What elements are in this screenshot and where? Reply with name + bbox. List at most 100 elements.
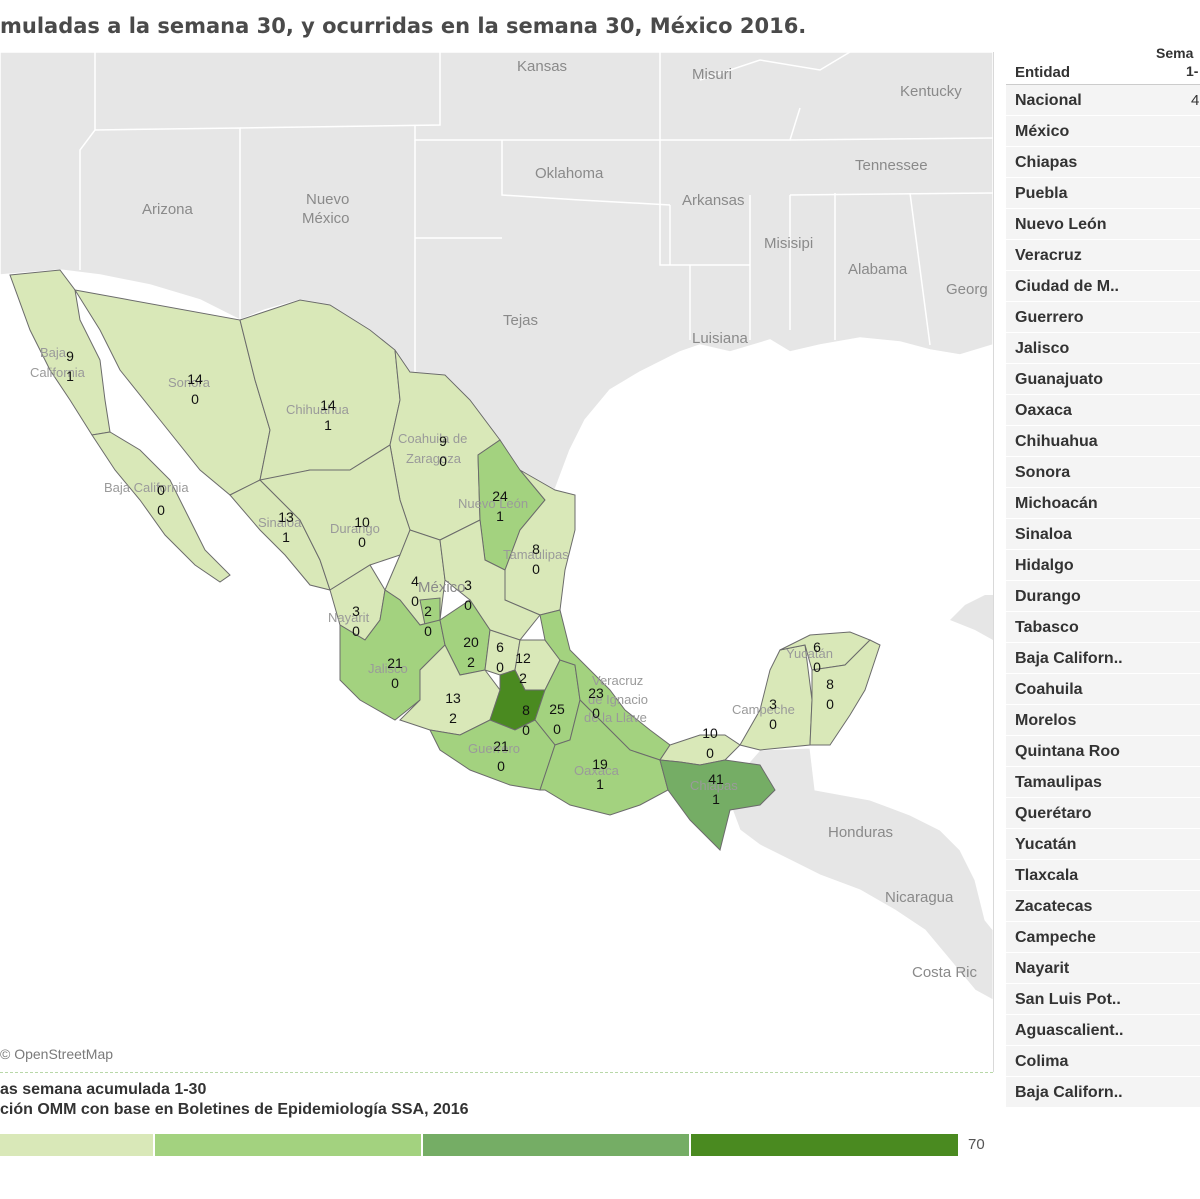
map-svg[interactable]: México Honduras Nicaragua Costa Ric Kans… [0,52,993,1072]
table-body: Nacional 4 México Chiapas Puebla Nuevo León Ve… [1006,85,1200,1108]
label-mexico: México [418,579,466,596]
choropleth-map[interactable]: México Honduras Nicaragua Costa Ric Kans… [0,52,993,1072]
row-entity-name: Baja Californ.. [1015,1084,1123,1101]
table-row[interactable]: Nayarit [1006,953,1200,984]
legend-source: ción OMM con base en Boletines de Epidem… [0,1101,469,1118]
label-veracruz-1: Veracruz [592,673,643,688]
table-row[interactable]: Sonora [1006,457,1200,488]
label-campeche: Campeche [732,702,795,717]
table-row[interactable]: Tamaulipas [1006,767,1200,798]
label-veracruz-2: de Ignacio [588,692,648,707]
table-row[interactable]: Coahuila [1006,674,1200,705]
value-veracruz-week: 0 [592,705,600,721]
table-row[interactable]: Veracruz [1006,240,1200,271]
table-row[interactable]: Hidalgo [1006,550,1200,581]
table-row[interactable]: San Luis Pot.. [1006,984,1200,1015]
table-row[interactable]: Colima [1006,1046,1200,1077]
header-week-line1: Sema [1156,45,1194,61]
legend-color-bar[interactable] [0,1134,960,1156]
table-row[interactable]: Tlaxcala [1006,860,1200,891]
row-entity-name: Zacatecas [1015,898,1093,915]
table-row[interactable]: Michoacán [1006,488,1200,519]
value-yucatan-acc: 6 [813,639,821,655]
value-guanajuato-acc: 20 [463,634,479,650]
value-zacatecas-acc: 4 [411,573,419,589]
table-row[interactable]: México [1006,116,1200,147]
table-row[interactable]: Jalisco [1006,333,1200,364]
table-row[interactable]: Oaxaca [1006,395,1200,426]
value-chihuahua-week: 1 [324,417,332,433]
table-row[interactable]: Sinaloa [1006,519,1200,550]
table-row[interactable]: Zacatecas [1006,891,1200,922]
label-oaxaca: Oaxaca [574,763,620,778]
value-zacatecas-week: 0 [411,593,419,609]
central-america-land [724,595,993,1001]
value-nuevo-leon-week: 1 [496,508,504,524]
value-guerrero-week: 0 [497,758,505,774]
value-durango-acc: 10 [354,514,370,530]
table-row[interactable]: Aguascalient.. [1006,1015,1200,1046]
table-row[interactable]: Guerrero [1006,302,1200,333]
row-entity-name: Guanajuato [1015,371,1104,388]
row-entity-name: Coahuila [1015,681,1083,698]
caribbean-island [950,595,993,640]
label-nuevo-mexico-1: Nuevo [306,191,349,208]
table-row[interactable]: Querétaro [1006,798,1200,829]
label-durango: Durango [330,521,380,536]
table-row[interactable]: Durango [1006,581,1200,612]
header-week[interactable]: Sema 1- [1156,44,1198,80]
value-nuevo-leon-acc: 24 [492,488,508,504]
value-puebla-week: 0 [553,721,561,737]
label-coahuila-1: Coahuila de [398,431,467,446]
value-oaxaca-acc: 19 [592,756,608,772]
table-row[interactable]: Baja Californ.. [1006,1077,1200,1108]
table-row[interactable]: Chiapas [1006,147,1200,178]
row-entity-name: Chihuahua [1015,433,1098,450]
label-nayarit: Nayarit [328,610,370,625]
label-guerrero: Guerrero [468,741,520,756]
table-row[interactable]: Ciudad de M.. [1006,271,1200,302]
value-hidalgo-week: 2 [519,670,527,686]
table-row[interactable]: Guanajuato [1006,364,1200,395]
table-row[interactable]: Morelos [1006,705,1200,736]
table-row[interactable]: Nuevo León [1006,209,1200,240]
value-quintana-roo-week: 0 [826,696,834,712]
table-row[interactable]: Quintana Roo [1006,736,1200,767]
legend-segment-1 [0,1134,155,1156]
label-arkansas: Arkansas [682,192,745,209]
mexico-states[interactable] [9,269,881,851]
row-entity-name: Veracruz [1015,247,1082,264]
entity-table[interactable]: Entidad Sema 1- Nacional 4 México Chiapas Pu… [1006,40,1200,1108]
legend-max-label: 70 [968,1136,985,1153]
value-baja-california-acc: 9 [66,348,74,364]
row-entity-name: Nuevo León [1015,216,1107,233]
map-attribution[interactable]: © OpenStreetMap [0,1046,114,1062]
value-sonora-week: 0 [191,391,199,407]
table-row[interactable]: Yucatán [1006,829,1200,860]
page-title: muladas a la semana 30, y ocurridas en l… [0,14,807,38]
table-row[interactable]: Tabasco [1006,612,1200,643]
value-quintana-roo-acc: 8 [826,676,834,692]
header-entity[interactable]: Entidad [1015,64,1070,81]
legend-header: as semana acumulada 1-30 ción OMM con ba… [0,1080,469,1120]
row-entity-name: Yucatán [1015,836,1077,853]
legend-segment-3 [423,1134,691,1156]
value-queretaro-week: 0 [496,659,504,675]
table-row[interactable]: Baja Californ.. [1006,643,1200,674]
value-veracruz-acc: 23 [588,685,604,701]
label-baja-california-1: Baja [40,345,67,360]
table-row[interactable]: Campeche [1006,922,1200,953]
row-entity-name: Durango [1015,588,1081,605]
table-row[interactable]: Chihuahua [1006,426,1200,457]
value-nayarit-week: 0 [352,623,360,639]
state-chiapas [659,759,776,851]
label-nicaragua: Nicaragua [885,889,954,906]
guatemala-honduras-region [724,747,993,1001]
label-misisipi: Misisipi [764,235,813,252]
label-tejas: Tejas [503,312,538,329]
row-value: 4 [1191,92,1200,109]
table-row[interactable]: Puebla [1006,178,1200,209]
label-oklahoma: Oklahoma [535,165,604,182]
row-entity-name: México [1015,123,1070,140]
table-row[interactable]: Nacional 4 [1006,85,1200,116]
